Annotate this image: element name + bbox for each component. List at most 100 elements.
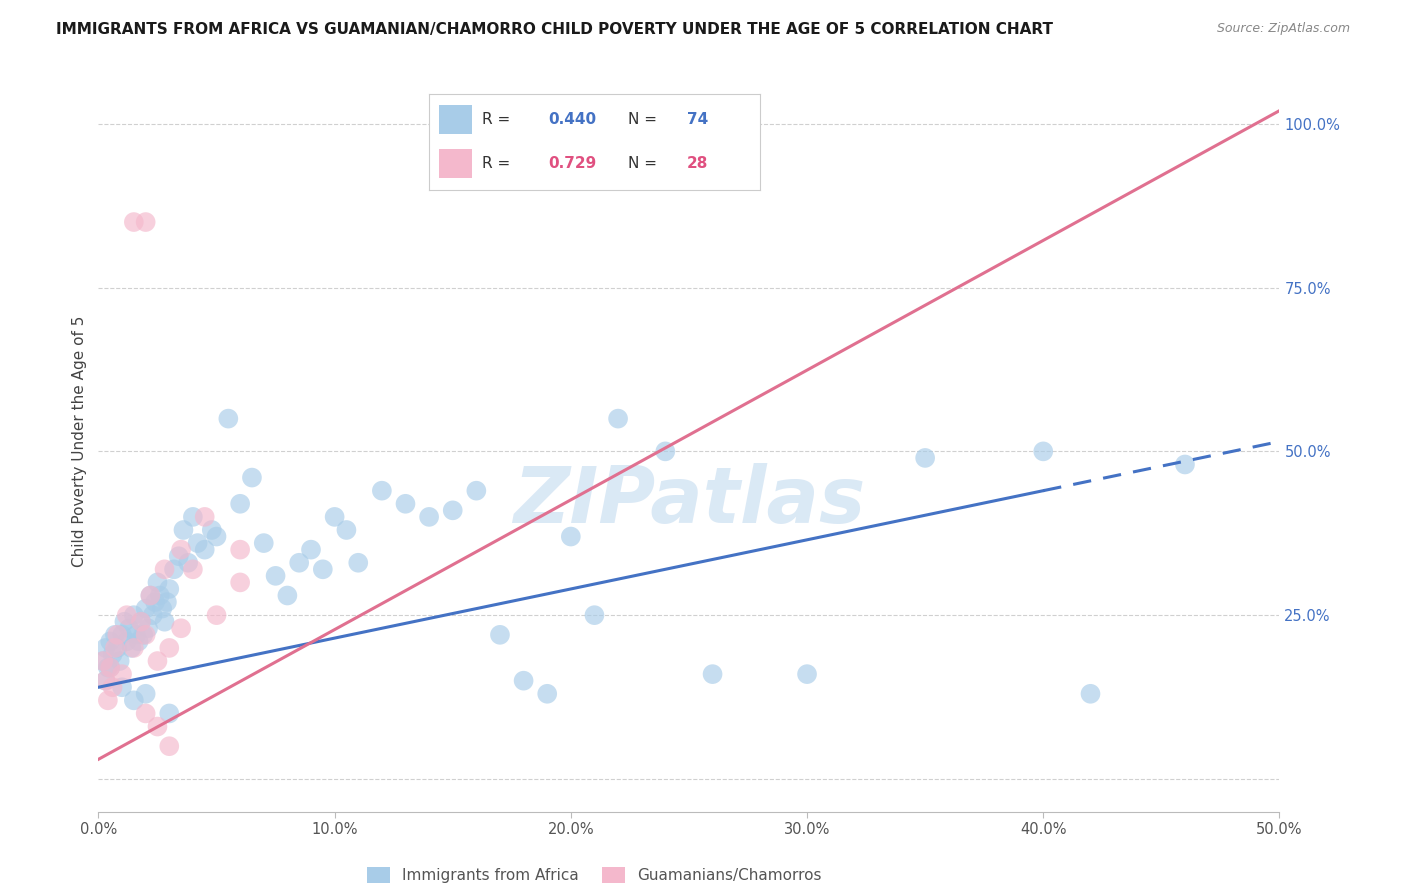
Point [112,615,135,629]
Point [201,523,224,537]
Point [167,549,190,564]
Point [1080,687,1102,701]
Point [101,680,124,694]
Point [153,615,176,629]
Point [150,601,173,615]
Point [177,556,200,570]
Point [441,503,464,517]
Point [94,640,117,655]
Point [91,654,114,668]
Point [347,556,370,570]
Point [125,628,148,642]
Point [98,634,121,648]
Point [97,693,120,707]
Point [97,660,120,674]
Point [121,640,143,655]
Point [157,582,180,596]
Point [583,608,606,623]
Point [394,497,416,511]
Point [104,628,127,642]
Point [512,673,534,688]
Point [181,509,204,524]
Point [135,601,157,615]
Point [229,542,252,557]
Point [105,640,128,655]
Point [194,542,217,557]
Point [115,634,138,648]
Point [129,615,152,629]
Point [157,739,180,754]
Point [276,589,298,603]
Point [181,562,204,576]
Point [104,640,127,655]
Point [146,654,169,668]
Point [129,615,152,629]
Point [217,411,239,425]
Point [135,687,157,701]
Point [122,215,145,229]
Point [149,589,172,603]
Point [229,575,252,590]
Point [194,509,217,524]
Point [157,640,180,655]
Point [253,536,276,550]
Point [115,608,138,623]
Point [98,660,121,674]
Point [418,509,440,524]
Point [914,450,936,465]
Point [111,667,134,681]
Point [118,621,141,635]
Point [335,523,357,537]
Point [1032,444,1054,458]
Point [536,687,558,701]
Point [98,660,121,674]
Point [101,648,124,662]
Point [146,575,169,590]
Point [143,595,166,609]
Point [135,215,157,229]
Point [170,542,193,557]
Point [489,628,512,642]
Point [135,628,157,642]
Point [299,542,322,557]
Point [796,667,818,681]
Point [172,523,194,537]
Point [94,673,117,688]
Point [205,530,228,544]
Point [371,483,394,498]
Point [560,530,582,544]
Point [111,628,134,642]
Y-axis label: Child Poverty Under the Age of 5: Child Poverty Under the Age of 5 [72,316,87,567]
Point [153,562,176,576]
Point [170,621,193,635]
Point [187,536,209,550]
Point [91,654,114,668]
Point [156,595,179,609]
Text: IMMIGRANTS FROM AFRICA VS GUAMANIAN/CHAMORRO CHILD POVERTY UNDER THE AGE OF 5 CO: IMMIGRANTS FROM AFRICA VS GUAMANIAN/CHAM… [56,22,1053,37]
Point [128,634,150,648]
Point [108,654,131,668]
Point [1174,458,1197,472]
Point [205,608,228,623]
Point [122,693,145,707]
Point [157,706,180,721]
Point [139,589,162,603]
Text: ZIPatlas: ZIPatlas [513,463,865,539]
Point [465,483,488,498]
Point [702,667,724,681]
Point [136,621,159,635]
Point [105,628,128,642]
Point [142,608,165,623]
Point [132,628,155,642]
Text: Source: ZipAtlas.com: Source: ZipAtlas.com [1216,22,1350,36]
Point [122,640,145,655]
Point [264,569,287,583]
Point [139,589,162,603]
Point [240,470,263,484]
Point [94,673,117,688]
Point [323,509,346,524]
Point [312,562,335,576]
Point [111,680,134,694]
Point [607,411,630,425]
Point [163,562,186,576]
